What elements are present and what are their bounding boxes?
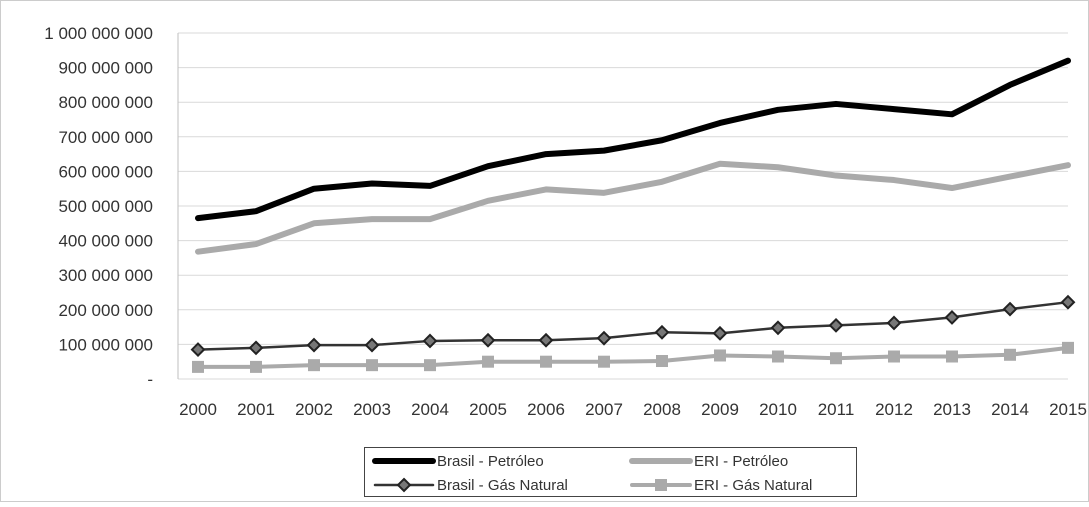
data-point-marker (888, 350, 900, 363)
y-tick-label: 600 000 000 (58, 162, 153, 181)
data-point-marker (306, 337, 322, 353)
data-point-marker (946, 350, 958, 363)
data-point-marker (656, 355, 668, 368)
data-point-marker (712, 325, 728, 341)
data-point-marker (770, 320, 786, 336)
y-tick-label: 300 000 000 (58, 266, 153, 285)
data-point-marker (366, 359, 378, 372)
data-point-marker (538, 332, 554, 348)
x-tick-label: 2014 (991, 400, 1029, 419)
y-tick-label: - (147, 370, 153, 389)
series-line (196, 300, 1070, 351)
legend-label: ERI - Petróleo (694, 453, 788, 470)
legend-box (364, 447, 857, 497)
data-point-marker (598, 355, 610, 368)
x-tick-label: 2013 (933, 400, 971, 419)
x-tick-label: 2015 (1049, 400, 1087, 419)
series-lines (190, 57, 1076, 373)
axes: - 100 000 000 200 000 000 300 000 000 400 00… (44, 24, 1087, 419)
data-point-marker (192, 360, 204, 373)
x-tick-label: 2001 (237, 400, 275, 419)
legend-label: Brasil - Gás Natural (437, 477, 568, 494)
data-point-marker (772, 350, 784, 363)
data-point-marker (944, 309, 960, 325)
data-point-marker (714, 349, 726, 362)
data-point-marker (540, 355, 552, 368)
x-tick-label: 2009 (701, 400, 739, 419)
x-tick-label: 2006 (527, 400, 565, 419)
x-tick-label: 2003 (353, 400, 391, 419)
y-tick-label: 1 000 000 000 (44, 24, 153, 43)
legend-marker (655, 479, 667, 491)
x-tick-label: 2007 (585, 400, 623, 419)
data-point-marker (1002, 301, 1018, 317)
data-point-marker (828, 317, 844, 333)
y-tick-label: 700 000 000 (58, 128, 153, 147)
data-point-marker (308, 359, 320, 372)
data-point-marker (482, 355, 494, 368)
legend: Brasil - Petróleo ERI - Petróleo Brasil - … (364, 447, 857, 497)
data-point-marker (480, 332, 496, 348)
x-tick-label: 2008 (643, 400, 681, 419)
x-tick-label: 2000 (179, 400, 217, 419)
data-point-marker (364, 337, 380, 353)
data-point-marker (250, 360, 262, 373)
data-point-marker (886, 315, 902, 331)
data-point-marker (830, 352, 842, 365)
x-tick-label: 2010 (759, 400, 797, 419)
y-tick-label: 500 000 000 (58, 197, 153, 216)
y-tick-label: 400 000 000 (58, 232, 153, 251)
legend-label: ERI - Gás Natural (694, 477, 812, 494)
y-tick-label: 800 000 000 (58, 93, 153, 112)
data-point-marker (596, 330, 612, 346)
x-tick-label: 2004 (411, 400, 449, 419)
x-tick-label: 2002 (295, 400, 333, 419)
data-point-marker (424, 359, 436, 372)
data-point-marker (190, 342, 206, 358)
legend-label: Brasil - Petróleo (437, 453, 544, 470)
data-point-marker (248, 340, 264, 356)
y-tick-label: 900 000 000 (58, 59, 153, 78)
x-tick-label: 2011 (818, 400, 855, 419)
series-line (196, 345, 1070, 369)
y-tick-label: 200 000 000 (58, 301, 153, 320)
legend-marker (396, 477, 412, 493)
y-tick-label: 100 000 000 (58, 335, 153, 354)
series-line (195, 160, 1071, 255)
data-point-marker (1062, 341, 1074, 354)
data-point-marker (422, 333, 438, 349)
x-tick-label: 2005 (469, 400, 507, 419)
data-point-marker (654, 324, 670, 340)
data-point-marker (1004, 348, 1016, 361)
x-tick-label: 2012 (875, 400, 913, 419)
series-line (195, 57, 1071, 222)
data-point-marker (1060, 294, 1076, 310)
